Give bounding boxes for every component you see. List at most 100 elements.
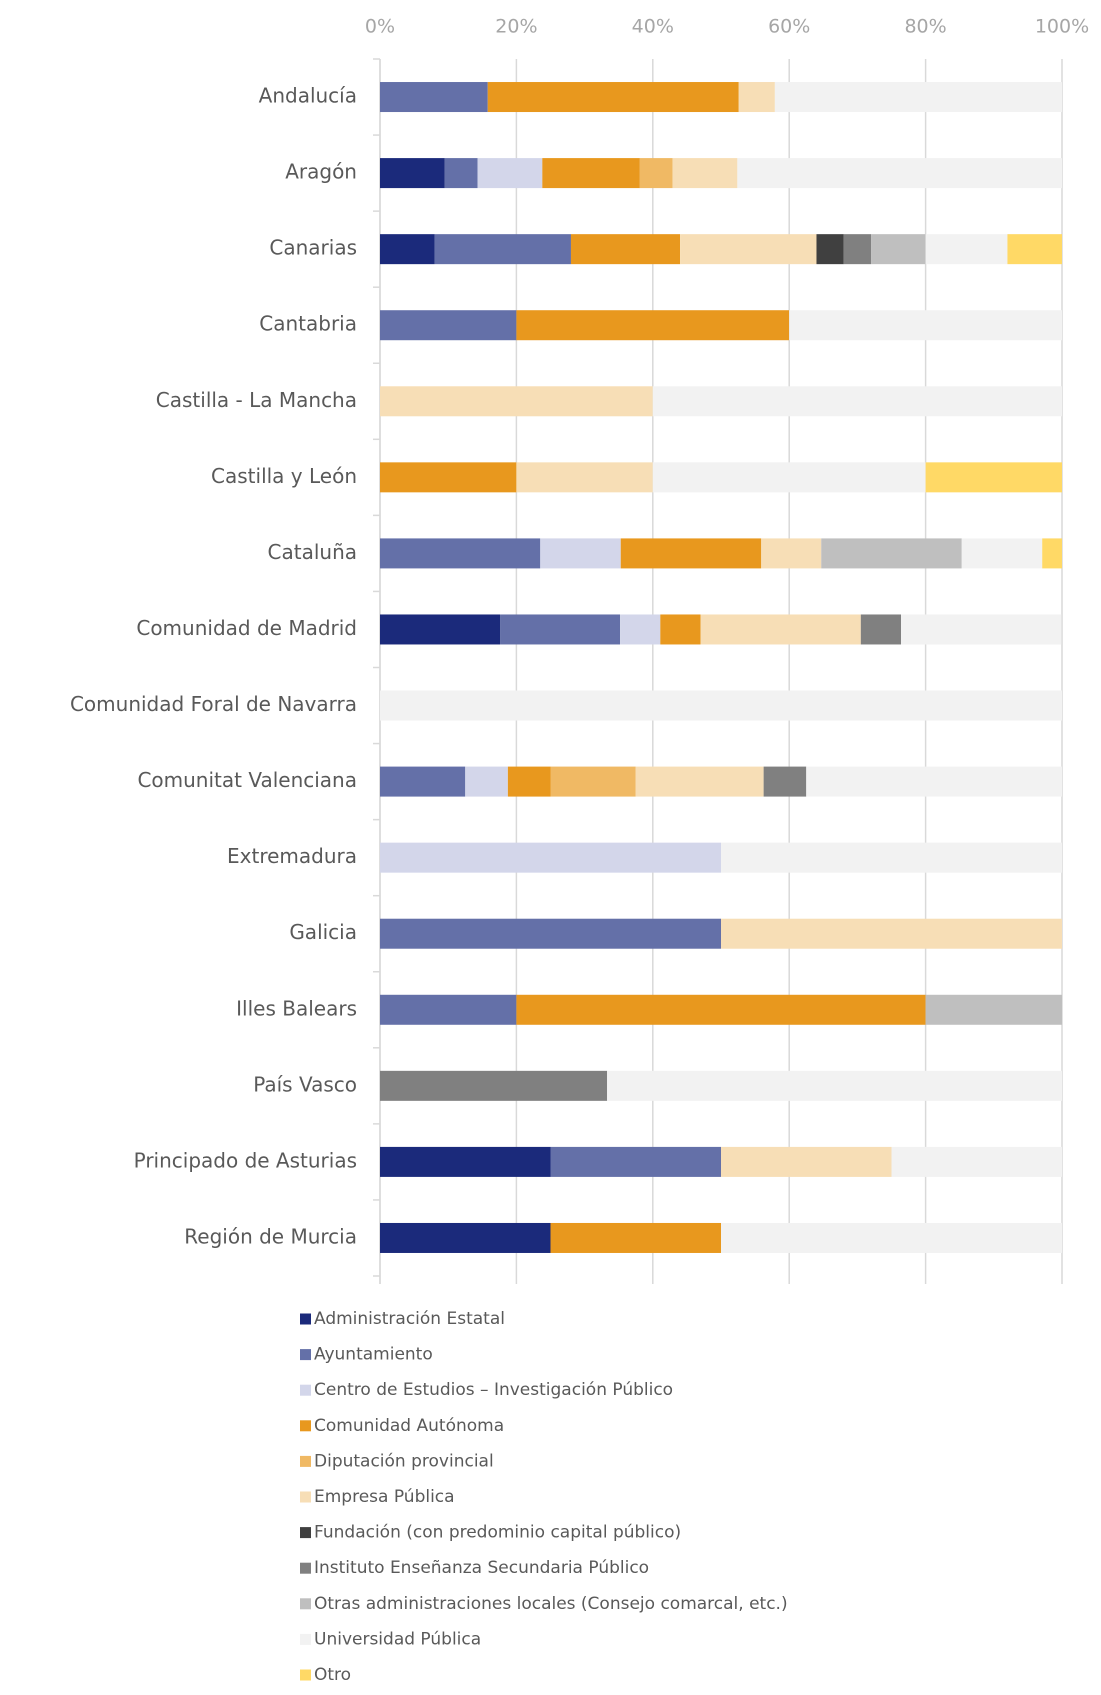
- legend-label: Otro: [314, 1665, 351, 1685]
- legend-swatch: [300, 1349, 311, 1361]
- bar-segment: [639, 158, 673, 189]
- legend-swatch: [300, 1455, 311, 1467]
- bar-segment: [891, 1146, 1062, 1177]
- bar-segment: [380, 462, 517, 493]
- legend-label: Empresa Pública: [314, 1487, 455, 1507]
- category-label: Castilla y León: [211, 464, 357, 488]
- bar-segment: [652, 462, 926, 493]
- legend-swatch: [300, 1527, 311, 1539]
- bar-segment: [550, 1146, 721, 1177]
- bar-segment: [700, 614, 861, 645]
- legend-label: Comunidad Autónoma: [314, 1416, 504, 1436]
- category-label: Extremadura: [227, 844, 357, 868]
- bar-segment: [607, 1070, 1062, 1101]
- bar-segment: [774, 82, 1062, 113]
- bar-segment: [620, 614, 661, 645]
- legend-swatch: [300, 1491, 311, 1503]
- bar-segment: [871, 234, 926, 265]
- x-tick-label: 40%: [632, 16, 674, 38]
- bar-segment: [821, 538, 962, 569]
- bar-segment: [1042, 538, 1062, 569]
- legend-label: Instituto Enseñanza Secundaria Público: [314, 1558, 649, 1578]
- bar-segment: [542, 158, 640, 189]
- bar-segment: [477, 158, 543, 189]
- category-label: País Vasco: [253, 1072, 357, 1096]
- bar-segment: [516, 994, 926, 1025]
- bar-segment: [789, 310, 1062, 341]
- bar-segment: [806, 766, 1062, 797]
- x-tick-label: 80%: [904, 16, 946, 38]
- bar-segment: [570, 234, 681, 265]
- bar-segment: [380, 918, 721, 949]
- bar-segment: [721, 1146, 892, 1177]
- x-tick-label: 0%: [365, 16, 395, 38]
- bar-segment: [925, 994, 1062, 1025]
- category-label: Illes Balears: [236, 996, 357, 1020]
- category-label: Comunidad de Madrid: [136, 616, 357, 640]
- category-label: Andalucía: [259, 84, 357, 108]
- bar-segment: [380, 386, 653, 417]
- category-label: Comunidad Foral de Navarra: [70, 692, 357, 716]
- legend-swatch: [300, 1313, 311, 1325]
- legend-label: Centro de Estudios – Investigación Públi…: [314, 1380, 673, 1400]
- bar-segment: [507, 766, 551, 797]
- bar-segment: [380, 1146, 551, 1177]
- bar-segment: [901, 614, 1062, 645]
- bar-segment: [380, 690, 1062, 721]
- bar-segment: [816, 234, 844, 265]
- bar-segment: [380, 310, 517, 341]
- bar-segment: [380, 614, 501, 645]
- category-label: Galicia: [289, 920, 357, 944]
- legend-label: Ayuntamiento: [314, 1345, 433, 1365]
- bar-segment: [620, 538, 762, 569]
- category-label: Cantabria: [259, 312, 357, 336]
- bar-segment: [680, 234, 817, 265]
- legend-label: Otras administraciones locales (Consejo …: [314, 1594, 788, 1614]
- category-label: Comunitat Valenciana: [137, 768, 357, 792]
- legend-label: Administración Estatal: [314, 1309, 505, 1329]
- category-label: Cataluña: [268, 540, 357, 564]
- bar-segment: [1007, 234, 1062, 265]
- category-label: Castilla - La Mancha: [156, 388, 357, 412]
- x-tick-label: 20%: [495, 16, 537, 38]
- bar-segment: [380, 1070, 608, 1101]
- bar-segment: [380, 234, 435, 265]
- legend-swatch: [300, 1633, 311, 1645]
- bar-segment: [380, 538, 541, 569]
- bar-segment: [540, 538, 621, 569]
- bar-segment: [500, 614, 621, 645]
- bar-segment: [925, 234, 1008, 265]
- bar-segment: [380, 82, 488, 113]
- category-label: Región de Murcia: [184, 1224, 357, 1248]
- bar-segment: [660, 614, 701, 645]
- bar-segment: [380, 158, 445, 189]
- bar-segment: [721, 1222, 1062, 1253]
- legend-label: Fundación (con predominio capital públic…: [314, 1523, 681, 1543]
- bar-segment: [635, 766, 764, 797]
- bar-segment: [380, 1222, 551, 1253]
- bar-segment: [465, 766, 508, 797]
- bar-segment: [380, 842, 721, 873]
- legend-swatch: [300, 1598, 311, 1610]
- legend-swatch: [300, 1384, 311, 1396]
- bar-segment: [380, 994, 517, 1025]
- bar-segment: [843, 234, 872, 265]
- bar-segment: [434, 234, 571, 265]
- bar-segment: [737, 158, 1062, 189]
- bar-segment: [444, 158, 478, 189]
- bar-segment: [738, 82, 775, 113]
- bar-segment: [761, 538, 822, 569]
- category-label: Principado de Asturias: [134, 1148, 357, 1172]
- legend-swatch: [300, 1562, 311, 1574]
- bar-segment: [672, 158, 738, 189]
- bar-segment: [550, 766, 636, 797]
- bar-segment: [721, 918, 1062, 949]
- bar-segment: [550, 1222, 721, 1253]
- x-tick-label: 60%: [768, 16, 810, 38]
- legend-swatch: [300, 1669, 311, 1681]
- legend-label: Diputación provincial: [314, 1451, 494, 1471]
- x-tick-label: 100%: [1035, 16, 1089, 38]
- legend-swatch: [300, 1420, 311, 1432]
- category-label: Canarias: [269, 236, 357, 260]
